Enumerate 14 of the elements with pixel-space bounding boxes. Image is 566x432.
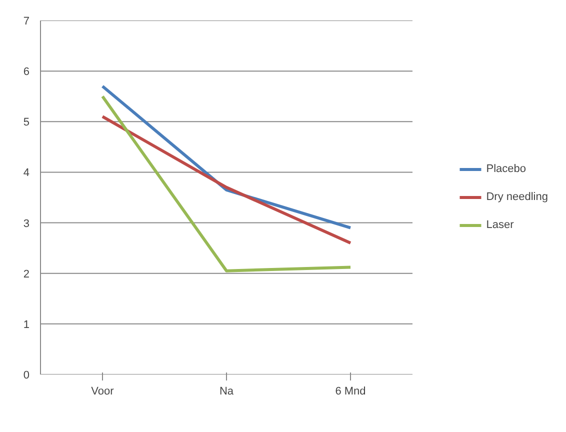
y-tick-label: 4 bbox=[23, 167, 30, 180]
x-tick-label: 6 Mnd bbox=[335, 386, 366, 398]
y-tick-label: 2 bbox=[23, 268, 30, 280]
y-tick-label: 7 bbox=[23, 16, 30, 28]
legend-label: Laser bbox=[486, 219, 514, 231]
x-tick-label: Voor bbox=[91, 386, 114, 398]
y-tick-label: 3 bbox=[23, 218, 30, 230]
y-tick-label: 5 bbox=[23, 116, 30, 129]
legend-label: Dry needling bbox=[486, 191, 548, 203]
y-tick-label: 6 bbox=[23, 66, 30, 78]
y-tick-label: 0 bbox=[23, 370, 30, 382]
x-tick-label: Na bbox=[219, 386, 234, 398]
legend-label: Placebo bbox=[486, 163, 526, 175]
y-tick-label: 1 bbox=[23, 318, 30, 331]
